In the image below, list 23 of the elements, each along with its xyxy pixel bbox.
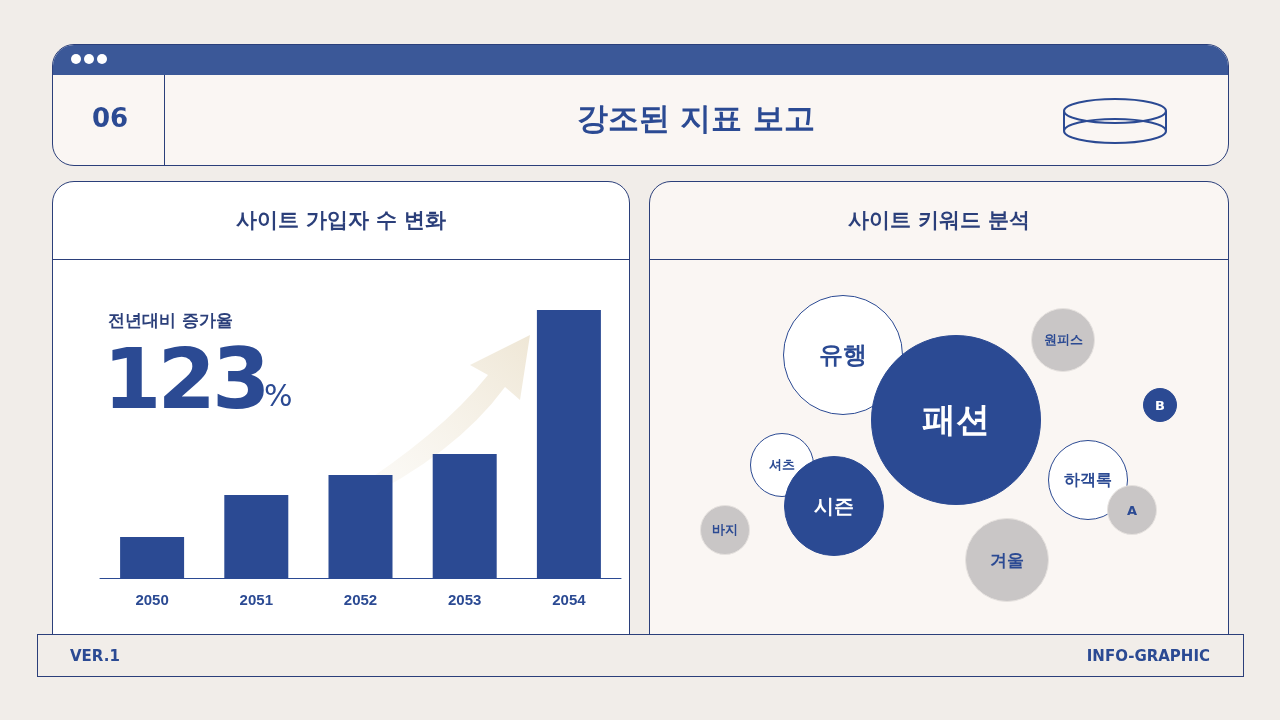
text: 사이트 키워드 분석 <box>846 207 1032 234</box>
x-tick-label: 2050 <box>135 591 169 608</box>
text: B <box>1155 397 1165 413</box>
annotation: 전년대비 증가율 <box>108 309 233 332</box>
x-tick-label: 2053 <box>448 591 482 608</box>
text: VER.1 <box>70 647 120 665</box>
text: 하객록 <box>1064 469 1112 491</box>
text: 06 <box>92 103 129 133</box>
text: 패션 <box>922 398 990 441</box>
text: 원피스 <box>1043 331 1083 349</box>
chart-title: 사이트 가입자 수 변화 <box>234 207 448 234</box>
text: A <box>1126 502 1138 518</box>
x-tick-label: 2054 <box>552 591 587 608</box>
x-tick-label: 2051 <box>239 591 273 608</box>
annotation: % <box>264 378 293 413</box>
x-tick-label: 2052 <box>343 591 378 608</box>
text: 시즌 <box>814 492 854 520</box>
text: 셔츠 <box>769 456 795 474</box>
text: INFO-GRAPHIC <box>1086 647 1210 665</box>
text: 강조된 지표 보고 <box>575 99 817 138</box>
text: 겨울 <box>990 548 1024 572</box>
text: 바지 <box>712 521 738 539</box>
text: 유행 <box>819 340 867 371</box>
